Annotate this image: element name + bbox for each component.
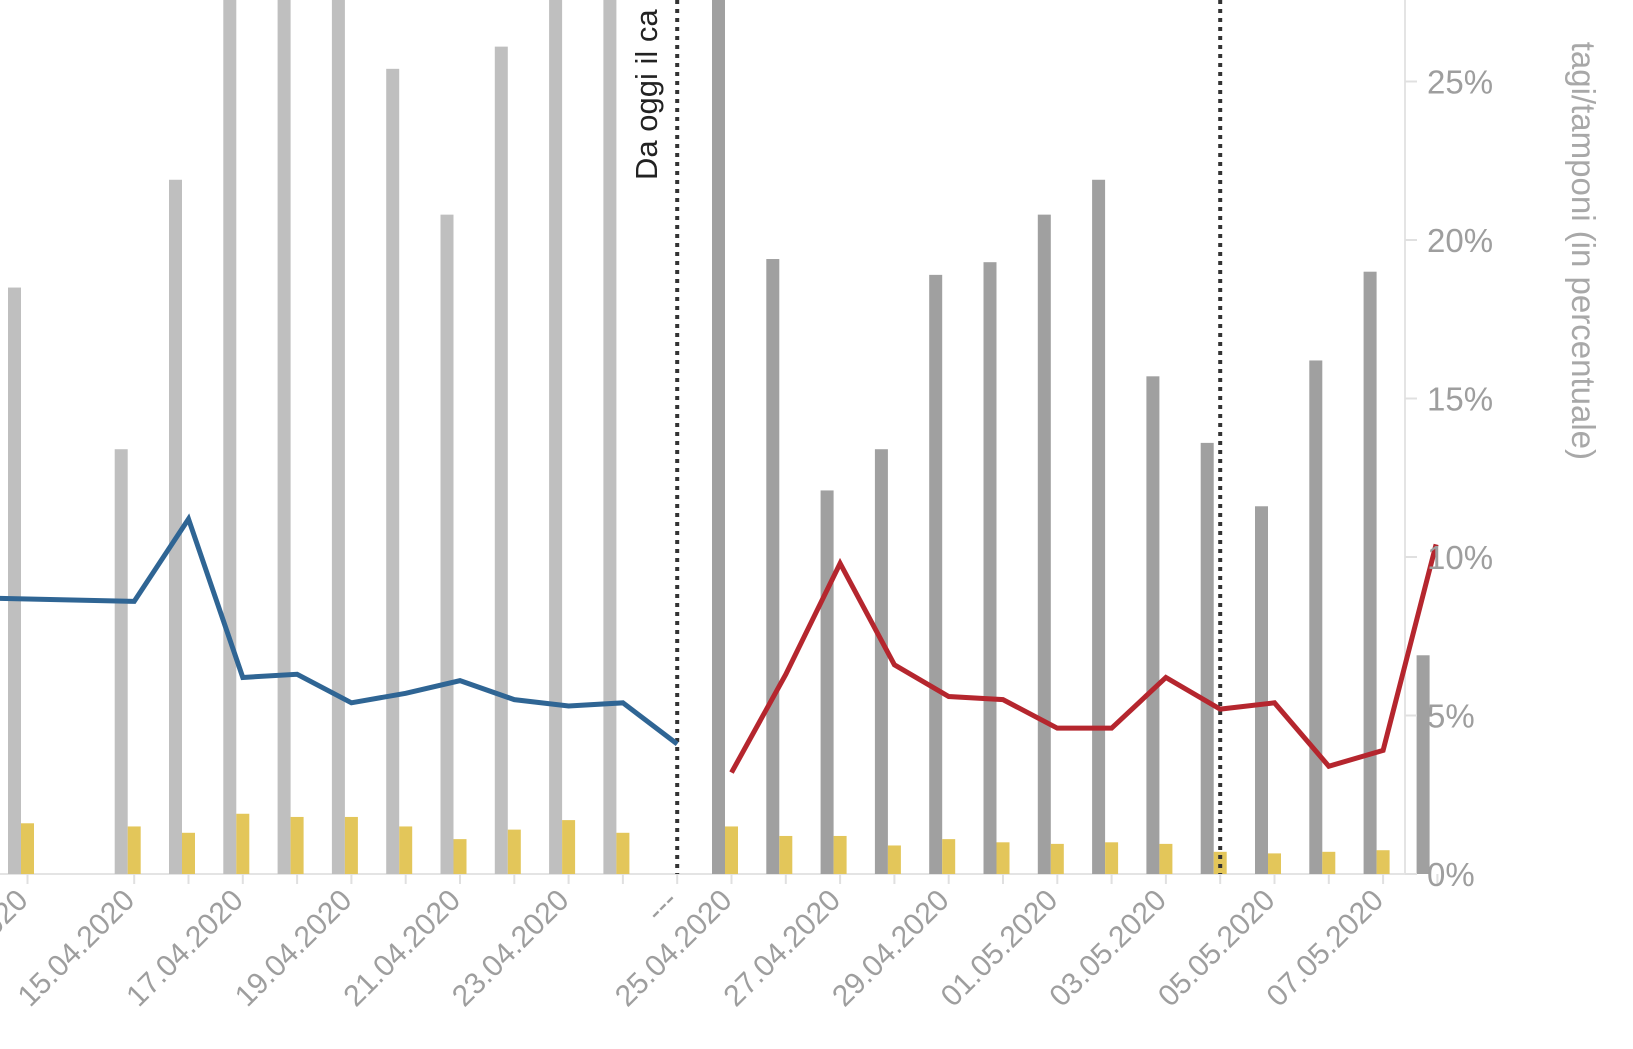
- bar-gray: [1309, 360, 1323, 875]
- bar-gray: [1092, 179, 1106, 874]
- y-tick-label: 5%: [1427, 698, 1475, 735]
- x-tick-label: 15.04.2020: [12, 884, 142, 1014]
- x-tick-label: 05.05.2020: [1152, 884, 1282, 1014]
- x-tick-label: 01.05.2020: [935, 884, 1065, 1014]
- bar-gray: [114, 449, 128, 874]
- bar-yellow: [942, 839, 956, 874]
- y-tick-label: 25%: [1427, 64, 1493, 101]
- bar-yellow: [344, 816, 358, 874]
- bar-yellow: [725, 826, 738, 874]
- bar-gray: [386, 68, 400, 874]
- line-blue: [0, 513, 679, 747]
- bar-gray: [820, 490, 834, 874]
- y-tick-label: 15%: [1427, 381, 1493, 418]
- y-tick-label: 20%: [1427, 222, 1493, 259]
- annotation-text: Da oggi il ca: [629, 9, 664, 180]
- bar-gray: [766, 259, 780, 874]
- event-markers: [675, 0, 1223, 874]
- bar-yellow: [1268, 853, 1281, 874]
- bar-gray: [1037, 214, 1051, 874]
- bar-yellow: [1105, 842, 1119, 874]
- bar-yellow: [453, 839, 467, 874]
- bar-gray: [983, 262, 997, 874]
- bar-yellow: [236, 813, 250, 874]
- bar-yellow: [1376, 850, 1390, 874]
- bar-gray: [929, 274, 943, 874]
- bar-yellow: [887, 845, 901, 874]
- bar-yellow-partial: [21, 823, 34, 874]
- y-axis: 0% 5% 10% 15% 20% 25%: [1405, 64, 1493, 893]
- x-tick-label: 23.04.2020: [446, 884, 576, 1014]
- bar-gray: [549, 0, 563, 874]
- bar-yellow: [127, 826, 141, 874]
- bar-gray: [440, 214, 454, 874]
- y-tick-label: 0%: [1427, 856, 1475, 893]
- bar-yellow: [562, 820, 576, 874]
- bar-yellow: [833, 835, 847, 874]
- x-tick-label: 19.04.2020: [229, 884, 359, 1014]
- bar-gray-partial: [8, 287, 21, 874]
- x-axis: …202015.04.202017.04.202019.04.202021.04…: [0, 874, 1439, 1014]
- bar-gray: [494, 46, 508, 874]
- bar-yellow: [182, 832, 195, 874]
- bar-gray: [1200, 442, 1214, 874]
- bar-gray: [1416, 655, 1430, 874]
- bar-gray: [1255, 506, 1268, 874]
- bar-gray: [1363, 271, 1377, 874]
- x-tick-label: 17.04.2020: [120, 884, 250, 1014]
- bar-gray: [1146, 376, 1160, 874]
- bar-yellow: [779, 835, 793, 874]
- x-tick-label: 03.05.2020: [1043, 884, 1173, 1014]
- y-tick-label: 10%: [1427, 539, 1493, 576]
- x-tick-label: 21.04.2020: [337, 884, 467, 1014]
- bar-gray: [277, 0, 291, 874]
- bar-yellow: [1322, 851, 1336, 874]
- y-axis-title: tagi/tamponi (in percentuale): [1565, 42, 1602, 460]
- bar-yellow: [290, 816, 304, 874]
- bar-gray: [223, 0, 237, 874]
- bar-gray: [331, 0, 345, 874]
- bar-yellow: [507, 829, 521, 874]
- bar-yellow: [1213, 851, 1227, 874]
- bar-yellow: [1159, 843, 1173, 874]
- x-tick-label: …2020: [0, 884, 34, 976]
- bar-gray: [712, 0, 725, 874]
- bar-yellow: [996, 842, 1010, 874]
- bar-yellow: [1050, 843, 1064, 874]
- lines: [0, 513, 1439, 774]
- line-red: [729, 543, 1439, 774]
- x-tick-label: 29.04.2020: [826, 884, 956, 1014]
- bars: [8, 0, 1430, 875]
- bar-gray: [169, 179, 182, 874]
- bar-gray: [874, 449, 888, 874]
- bar-yellow: [616, 832, 630, 874]
- bar-yellow: [399, 826, 413, 874]
- gridlines: [0, 0, 1406, 875]
- bar-gray: [603, 0, 617, 874]
- x-tick-label: 27.04.2020: [718, 884, 848, 1014]
- x-tick-label: 07.05.2020: [1261, 884, 1391, 1014]
